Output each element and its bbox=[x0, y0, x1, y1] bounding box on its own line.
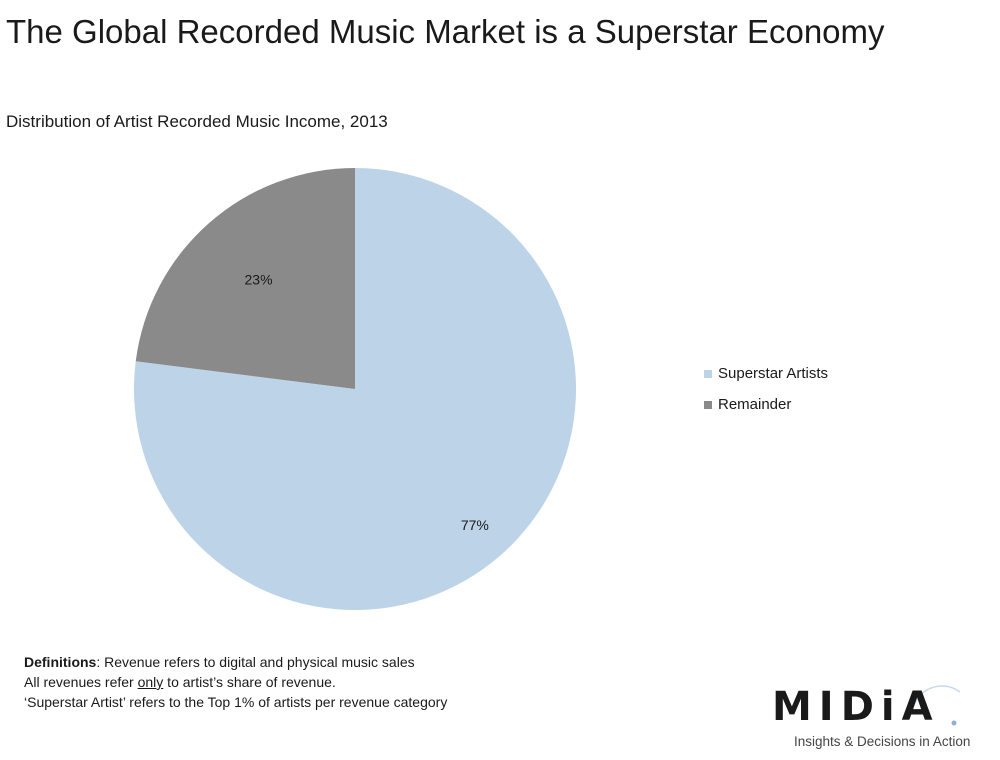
definitions-line-2-only: only bbox=[137, 674, 164, 690]
definitions-line-3: ‘Superstar Artist’ refers to the Top 1% … bbox=[24, 694, 448, 710]
logo-wordmark: MIDiA bbox=[772, 684, 940, 730]
legend-swatch-superstar-artists bbox=[704, 369, 712, 378]
definitions-line-1: Definitions: Revenue refers to digital a… bbox=[24, 652, 447, 672]
chart-subtitle: Distribution of Artist Recorded Music In… bbox=[6, 112, 388, 131]
midia-logo: MIDiA Insights & Decisions in Action bbox=[772, 684, 998, 758]
legend-label-remainder: Remainder bbox=[718, 396, 792, 413]
logo-arc-icon bbox=[911, 685, 961, 726]
pie-slice-remainder bbox=[135, 168, 355, 389]
definitions-line-2: All revenues refer only to artist’s shar… bbox=[24, 672, 447, 692]
definitions-term: Definitions bbox=[24, 654, 97, 670]
legend-item-remainder: Remainder bbox=[704, 389, 828, 420]
definitions-line-1-text: : Revenue refers to digital and physical… bbox=[96, 654, 415, 670]
logo-tagline: Insights & Decisions in Action bbox=[794, 734, 971, 749]
legend-swatch-remainder bbox=[704, 400, 712, 409]
chart-legend: Superstar Artists Remainder bbox=[704, 358, 828, 420]
slice-label-remainder: 23% bbox=[245, 272, 273, 288]
legend-label-superstar-artists: Superstar Artists bbox=[718, 365, 829, 382]
legend-item-superstar-artists: Superstar Artists bbox=[704, 358, 828, 389]
slice-label-superstar-artists: 77% bbox=[461, 517, 489, 533]
definitions-line-2-a: All revenues refer bbox=[24, 674, 138, 690]
chart-title: The Global Recorded Music Market is a Su… bbox=[6, 13, 885, 50]
definitions-note: Definitions: Revenue refers to digital a… bbox=[24, 652, 447, 712]
definitions-line-2-b: to artist’s share of revenue. bbox=[163, 674, 336, 690]
